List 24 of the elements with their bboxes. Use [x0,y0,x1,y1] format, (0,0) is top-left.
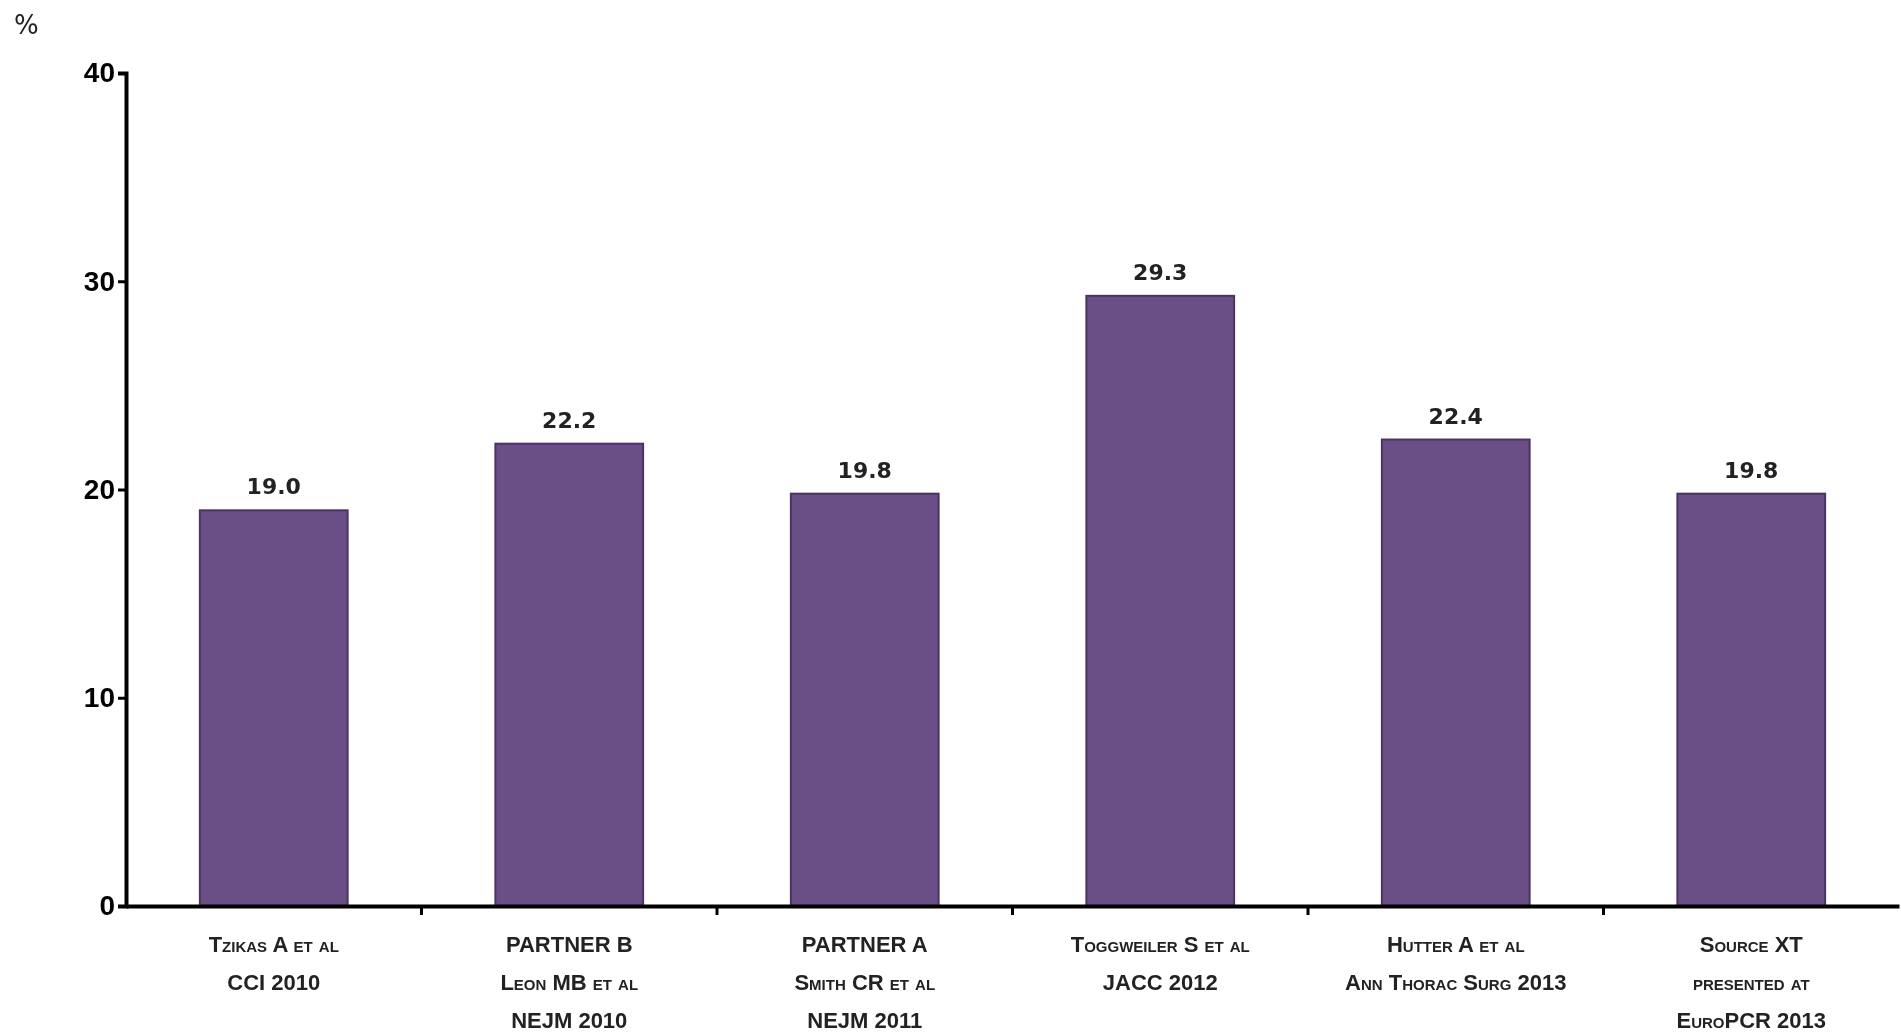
bar [1676,492,1827,907]
x-tick-label: Tzikas A et al CCI 2010 [208,932,339,995]
y-tick-label: 10 [83,682,115,714]
y-axis-title: % [14,10,39,40]
bar [789,492,940,907]
bar [1085,294,1236,907]
data-label: 19.8 [1724,457,1779,483]
bar [494,442,645,907]
data-label: 22.4 [1428,403,1483,429]
x-tick-label: PARTNER A Smith CR et al NEJM 2011 [794,932,936,1033]
data-label: 19.8 [837,457,892,483]
x-tick-label: Toggweiler S et al JACC 2012 [1070,932,1250,995]
y-tick-label: 30 [83,265,115,297]
data-label: 22.2 [542,407,597,433]
data-label: 29.3 [1133,259,1188,285]
x-tick-label: Source XT presented at EuroPCR 2013 [1676,932,1827,1033]
bar [198,509,349,907]
y-tick-label: 20 [83,473,115,505]
x-tick-label: Hutter A et al Ann Thorac Surg 2013 [1345,932,1567,995]
x-tick-label: PARTNER B Leon MB et al NEJM 2010 [500,932,639,1033]
y-tick-label: 0 [99,890,115,922]
y-tick-label: 40 [83,57,115,89]
data-label: 19.0 [246,474,301,500]
bar [1380,438,1531,907]
